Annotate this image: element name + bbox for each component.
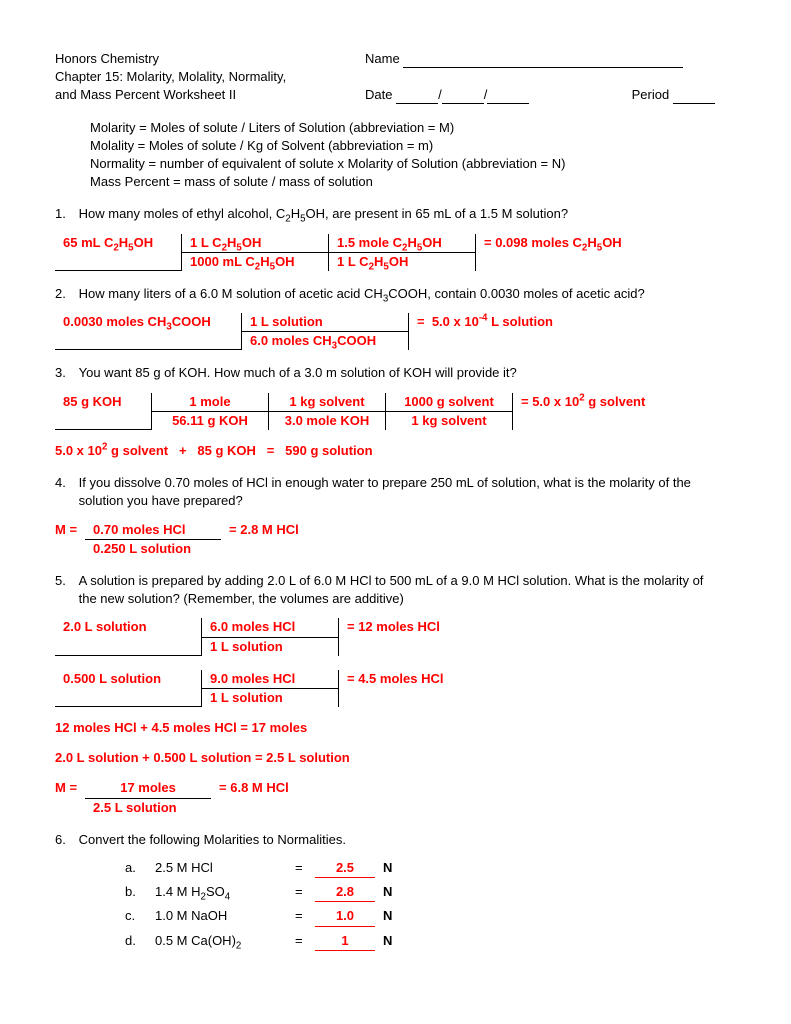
q6b: b. 1.4 M H2SO4 = 2.8 N — [125, 883, 736, 902]
def-normality: Normality = number of equivalent of solu… — [90, 155, 736, 173]
q6-text: Convert the following Molarities to Norm… — [79, 831, 719, 849]
q6d-answer: 1 — [315, 932, 375, 951]
course-title: Honors Chemistry — [55, 50, 365, 68]
q5-text: A solution is prepared by adding 2.0 L o… — [79, 572, 719, 608]
q3-result: = 5.0 x 102 g solvent — [513, 393, 653, 430]
date-label: Date — [365, 87, 392, 102]
q5-sum1: 12 moles HCl + 4.5 moles HCl = 17 moles — [55, 719, 736, 737]
q2-calculation: 0.0030 moles CH3COOH 1 L solution 6.0 mo… — [55, 313, 736, 350]
q5-final: M = 17 moles 2.5 L solution = 6.8 M HCl — [55, 779, 736, 816]
q5-calc1: 2.0 L solution 6.0 moles HCl 1 L solutio… — [55, 618, 736, 655]
def-masspct: Mass Percent = mass of solute / mass of … — [90, 173, 736, 191]
date-blank-2[interactable] — [442, 103, 484, 104]
q3-calculation: 85 g KOH 1 mole 56.11 g KOH 1 kg solvent… — [55, 393, 736, 430]
q6b-answer: 2.8 — [315, 883, 375, 902]
q4-text: If you dissolve 0.70 moles of HCl in eno… — [79, 474, 719, 510]
q4-calculation: M = 0.70 moles HCl 0.250 L solution = 2.… — [55, 521, 736, 558]
date-blank-1[interactable] — [396, 103, 438, 104]
name-label: Name — [365, 51, 400, 66]
q6a-answer: 2.5 — [315, 859, 375, 878]
q2-number: 2. — [55, 285, 75, 303]
q6a: a. 2.5 M HCl = 2.5 N — [125, 859, 736, 878]
q3-text: You want 85 g of KOH. How much of a 3.0 … — [79, 364, 719, 382]
q1-result: = 0.098 moles C2H5OH — [476, 234, 630, 271]
q6c-answer: 1.0 — [315, 907, 375, 926]
q3-number: 3. — [55, 364, 75, 382]
q1-number: 1. — [55, 205, 75, 223]
q4-number: 4. — [55, 474, 75, 492]
q6-number: 6. — [55, 831, 75, 849]
chapter-line1: Chapter 15: Molarity, Molality, Normalit… — [55, 68, 365, 86]
period-label: Period — [632, 87, 670, 102]
q5-sum2: 2.0 L solution + 0.500 L solution = 2.5 … — [55, 749, 736, 767]
def-molality: Molality = Moles of solute / Kg of Solve… — [90, 137, 736, 155]
q4-result: = 2.8 M HCl — [221, 521, 307, 558]
q3-line2: 5.0 x 102 g solvent + 85 g KOH = 590 g s… — [55, 442, 736, 460]
q1-text: How many moles of ethyl alcohol, C2H5OH,… — [79, 205, 719, 223]
date-blank-3[interactable] — [487, 103, 529, 104]
def-molarity: Molarity = Moles of solute / Liters of S… — [90, 119, 736, 137]
q1-calculation: 65 mL C2H5OH 1 L C2H5OH 1000 mL C2H5OH 1… — [55, 234, 736, 271]
q2-result: = 5.0 x 10-4 L solution — [409, 313, 561, 350]
q6c: c. 1.0 M NaOH = 1.0 N — [125, 907, 736, 926]
period-blank[interactable] — [673, 103, 715, 104]
q5-calc2: 0.500 L solution 9.0 moles HCl 1 L solut… — [55, 670, 736, 707]
q6d: d. 0.5 M Ca(OH)2 = 1 N — [125, 932, 736, 951]
name-blank[interactable] — [403, 67, 683, 68]
q5-number: 5. — [55, 572, 75, 590]
q2-text: How many liters of a 6.0 M solution of a… — [79, 285, 719, 303]
chapter-line2: and Mass Percent Worksheet II — [55, 86, 365, 104]
